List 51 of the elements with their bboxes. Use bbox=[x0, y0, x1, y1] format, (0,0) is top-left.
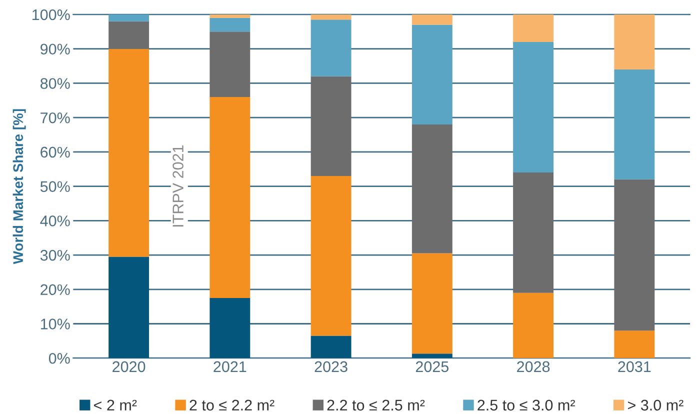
bar bbox=[210, 96, 250, 298]
x-tick-label: 2023 bbox=[314, 361, 348, 372]
bar bbox=[513, 14, 554, 42]
x-tick-label: 2020 bbox=[112, 361, 146, 372]
bar bbox=[108, 256, 150, 358]
x-tick-label: 2025 bbox=[416, 361, 449, 372]
bar bbox=[614, 179, 655, 331]
bar bbox=[513, 292, 554, 358]
y-tick-label: 80% bbox=[40, 78, 70, 89]
bar bbox=[412, 24, 452, 124]
legend-label: 2.5 to ≤ 3.0 m² bbox=[478, 400, 575, 411]
bar bbox=[210, 14, 250, 18]
legend-label: 2.2 to ≤ 2.5 m² bbox=[327, 400, 425, 411]
y-tick-label: 20% bbox=[40, 284, 70, 296]
y-tick-label: 0% bbox=[48, 352, 70, 364]
bar bbox=[108, 48, 150, 257]
y-tick-label: 100% bbox=[32, 9, 70, 20]
bar bbox=[310, 20, 352, 76]
y-tick-label: 40% bbox=[40, 216, 70, 226]
x-tick-label: 2021 bbox=[214, 361, 246, 372]
y-tick-label: 70% bbox=[40, 112, 70, 124]
legend-label: 2 to ≤ 2.2 m² bbox=[190, 400, 274, 411]
annotation: ITRPV 2021 bbox=[172, 145, 184, 226]
bar bbox=[412, 124, 452, 254]
bar bbox=[614, 69, 655, 180]
y-tick-label: 90% bbox=[40, 44, 70, 55]
bar bbox=[412, 253, 452, 354]
bar bbox=[513, 172, 554, 293]
bar bbox=[310, 76, 352, 176]
y-tick-label: 60% bbox=[40, 146, 70, 158]
bar bbox=[210, 298, 250, 358]
y-tick-label: 10% bbox=[40, 318, 70, 330]
x-tick-label: 2031 bbox=[618, 361, 651, 372]
bar bbox=[108, 21, 150, 49]
legend-label: < 2 m² bbox=[94, 400, 137, 410]
bar bbox=[210, 32, 250, 97]
y-axis-title: World Market Share [%] bbox=[12, 109, 26, 264]
bar bbox=[513, 42, 554, 173]
bar bbox=[108, 14, 150, 22]
bar bbox=[412, 354, 452, 358]
y-tick-label: 30% bbox=[40, 250, 70, 261]
bar bbox=[310, 336, 352, 358]
bar bbox=[210, 18, 250, 32]
legend-label: > 3.0 m² bbox=[628, 400, 684, 411]
bar bbox=[310, 14, 352, 20]
y-tick-label: 50% bbox=[40, 181, 70, 192]
bar bbox=[614, 14, 655, 70]
bar bbox=[310, 176, 352, 336]
bar bbox=[614, 330, 655, 358]
bar bbox=[412, 14, 452, 25]
x-tick-label: 2028 bbox=[517, 361, 550, 372]
